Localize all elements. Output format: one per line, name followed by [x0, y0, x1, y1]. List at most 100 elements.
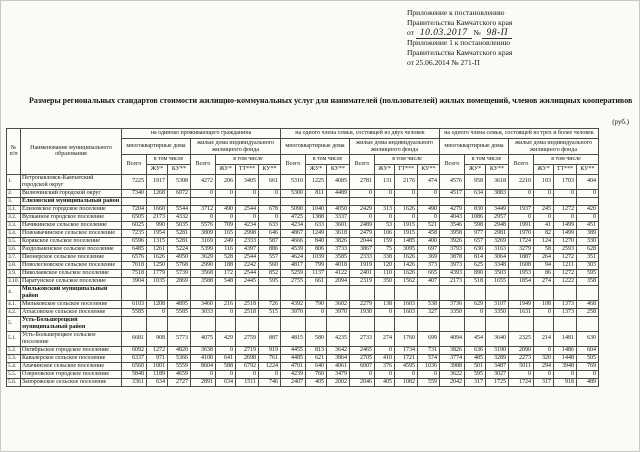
cell-value: 75: [374, 244, 395, 254]
cell-value: 1887: [508, 252, 534, 262]
cell-value: 1035: [146, 276, 168, 286]
cell-value: 918: [553, 377, 577, 387]
cell-value: [439, 196, 465, 206]
cell-value: 521: [417, 220, 440, 230]
cell-value: 1272: [553, 204, 577, 214]
cell-value: 633: [305, 220, 327, 230]
cell-value: 0: [190, 212, 216, 222]
cell-value: 557: [258, 252, 281, 262]
cell-value: 4950: [167, 252, 191, 262]
cell-value: 0: [374, 369, 395, 379]
cell-value: 971: [146, 353, 168, 363]
cell-value: 4624: [280, 252, 306, 262]
cell-value: 4061: [326, 361, 350, 371]
cell-value: 407: [417, 276, 440, 286]
cell-value: 1485: [394, 236, 418, 246]
cell-value: 3190: [485, 345, 509, 355]
number-sign: №: [473, 28, 481, 37]
cell-value: [258, 284, 281, 301]
header-zhu: ЖУ*: [215, 164, 236, 175]
cell-value: 2094: [326, 276, 350, 286]
cell-value: 1486: [553, 345, 577, 355]
cell-value: 429: [215, 330, 236, 347]
cell-value: 0: [508, 212, 534, 222]
cell-value: 1268: [146, 188, 168, 198]
cell-row-number: 4.2.: [6, 307, 21, 317]
cell-value: [305, 284, 327, 301]
cell-value: 2948: [485, 220, 509, 230]
table-row: 2. Вилючинский городской округ 7340 1268 607…: [6, 188, 599, 198]
cell-value: 172: [215, 268, 236, 278]
cell-value: 4725: [280, 212, 306, 222]
cell-value: 458: [417, 228, 440, 238]
cell-value: 131: [374, 173, 395, 190]
cell-value: 2998: [235, 228, 259, 238]
cell-value: 6485: [121, 244, 147, 254]
cell-value: 4235: [326, 330, 350, 347]
cell-value: [533, 315, 554, 332]
cell-value: 5259: [280, 268, 306, 278]
cell-value: 485: [464, 353, 486, 363]
cell-value: [121, 315, 147, 332]
cell-value: 580: [305, 330, 327, 347]
cell-municipality-name: Николаевское сельское поселение: [20, 268, 122, 278]
cell-value: 373: [417, 260, 440, 270]
standards-table: № п/п Наименование муниципального образо…: [6, 128, 599, 387]
cell-value: 1949: [508, 299, 534, 309]
cell-value: 636: [464, 345, 486, 355]
cell-value: 1036: [417, 361, 440, 371]
cell-value: 3585: [326, 252, 350, 262]
cell-value: 2042: [439, 377, 465, 387]
cell-value: 0: [533, 188, 554, 198]
cell-value: [464, 315, 486, 332]
document-title: Размеры региональных стандартов стоимост…: [29, 96, 633, 105]
cell-value: 2869: [167, 276, 191, 286]
cell-value: 990: [146, 220, 168, 230]
header-ku: КУ**: [326, 164, 350, 175]
cell-value: 4050: [326, 204, 350, 214]
cell-value: 58: [533, 244, 554, 254]
cell-value: 0: [305, 307, 327, 317]
cell-value: 86: [533, 268, 554, 278]
cell-value: 188: [215, 260, 236, 270]
cell-value: 1703: [553, 173, 577, 190]
header-ku: КУ**: [417, 164, 440, 175]
cell-row-number: 3.5.: [6, 236, 21, 246]
table-row: 4.2. Атласовское сельское поселение 5585 0 5…: [6, 307, 599, 317]
cell-value: 633: [258, 220, 281, 230]
cell-value: 4659: [167, 369, 191, 379]
cell-value: [258, 196, 281, 206]
cell-value: 4239: [280, 369, 306, 379]
cell-value: 2407: [280, 377, 306, 387]
cell-value: 1915: [394, 228, 418, 238]
cell-value: 505: [576, 353, 599, 363]
cell-value: 2002: [326, 377, 350, 387]
cell-value: 124: [533, 236, 554, 246]
cell-value: 1631: [508, 307, 534, 317]
cell-value: 3867: [349, 244, 375, 254]
header-ku: КУ**: [576, 164, 599, 175]
cell-value: 3479: [326, 369, 350, 379]
cell-value: 2445: [235, 276, 259, 286]
cell-municipality-name: Мильковский муниципальный район: [20, 284, 122, 301]
appendix-line: Приложение 1 к постановлению: [407, 38, 511, 47]
table-row: 3.1. Елизовское городское поселение 7204 16…: [6, 204, 599, 214]
header-ku: КУ**: [167, 164, 191, 175]
cell-value: 206: [215, 173, 236, 190]
cell-value: 814: [464, 252, 486, 262]
cell-value: 110: [374, 268, 395, 278]
cell-value: 2046: [349, 377, 375, 387]
cell-value: 2173: [439, 276, 465, 286]
cell-value: 0: [215, 212, 236, 222]
header-individual: жилые дома индивидуального жилищного фон…: [508, 137, 599, 156]
cell-value: [417, 284, 440, 301]
cell-value: 4085: [326, 173, 350, 190]
cell-value: 3712: [190, 204, 216, 214]
handwritten-date: 10.03.2017: [415, 28, 472, 39]
cell-value: 2090: [508, 345, 534, 355]
cell-value: 5559: [167, 361, 191, 371]
cell-value: 761: [258, 353, 281, 363]
cell-municipality-name: Октябрьское городское поселение: [20, 345, 122, 355]
cell-municipality-name: Раздольненское сельское поселение: [20, 244, 122, 254]
